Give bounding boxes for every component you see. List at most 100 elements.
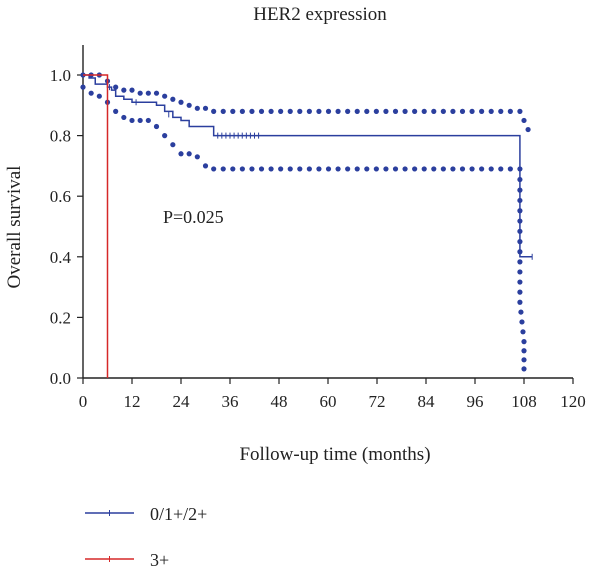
ci-dot xyxy=(383,108,389,114)
ci-dot xyxy=(129,87,135,93)
ci-dot xyxy=(498,108,504,114)
ci-dot xyxy=(258,166,265,172)
y-axis-label: Overall survival xyxy=(4,166,25,289)
ci-lower-band xyxy=(80,84,527,372)
ci-dot xyxy=(325,108,332,114)
x-tick-label: 12 xyxy=(124,392,141,411)
ci-dot xyxy=(392,166,399,172)
ci-dot xyxy=(306,108,312,114)
ci-dot xyxy=(520,329,526,335)
ci-dot xyxy=(450,108,456,114)
x-tick-label: 0 xyxy=(79,392,88,411)
x-tick-label: 48 xyxy=(271,392,288,411)
ci-dot xyxy=(518,309,524,315)
ci-dot xyxy=(178,99,184,105)
ci-dot xyxy=(121,87,127,93)
y-tick-label: 1.0 xyxy=(50,66,71,85)
ci-dot xyxy=(239,166,245,172)
ci-dot xyxy=(521,117,527,124)
legend-label: 0/1+/2+ xyxy=(150,504,207,524)
ci-dot xyxy=(137,117,143,124)
ci-dot xyxy=(364,166,370,172)
ci-dot xyxy=(459,108,466,114)
ci-dot xyxy=(145,117,151,124)
ci-dot xyxy=(137,90,143,96)
ci-dot xyxy=(521,366,527,372)
ci-dot xyxy=(412,166,418,172)
ci-dot xyxy=(268,166,274,172)
ci-dot xyxy=(335,166,341,172)
ci-dot xyxy=(249,108,255,114)
ci-dot xyxy=(488,108,494,114)
ci-dot xyxy=(521,357,527,363)
ci-dot xyxy=(402,108,408,114)
ci-dot xyxy=(297,108,303,114)
x-tick-label: 84 xyxy=(418,392,436,411)
ci-dot xyxy=(373,108,379,114)
axes: 0 12 24 36 48 60 72 84 96 108 120 0.0 0.2 0.4 0.6 0.8 1.… xyxy=(50,45,586,411)
ci-dot xyxy=(479,108,485,114)
ci-dot xyxy=(162,93,168,99)
ci-dot xyxy=(517,289,523,295)
ci-dot xyxy=(202,105,209,111)
survival-curves xyxy=(83,74,533,378)
ci-dot xyxy=(278,166,284,172)
ci-dot xyxy=(249,166,255,172)
ci-dot xyxy=(521,339,527,345)
ci-dot xyxy=(364,108,370,114)
confidence-bands xyxy=(80,72,531,372)
chart-title: HER2 expression xyxy=(253,4,387,25)
ci-dot xyxy=(525,126,531,133)
ci-dot xyxy=(113,108,119,114)
legend-label: 3+ xyxy=(150,550,169,570)
ci-dot xyxy=(469,166,475,172)
ci-dot xyxy=(479,166,485,172)
ci-dot xyxy=(186,102,192,108)
ci-dot xyxy=(517,279,523,285)
ci-dot xyxy=(96,93,102,99)
ci-dot xyxy=(194,105,200,111)
y-tick-label: 0.6 xyxy=(50,187,71,206)
ci-dot xyxy=(178,151,184,157)
ci-dot xyxy=(469,108,475,114)
ci-dot xyxy=(129,117,135,124)
ci-dot xyxy=(211,108,217,114)
x-tick-label: 120 xyxy=(560,392,586,411)
ci-dot xyxy=(440,166,446,172)
ci-dot xyxy=(287,108,293,114)
x-tick-label: 108 xyxy=(511,392,537,411)
ci-dot xyxy=(113,84,119,90)
ci-dot xyxy=(373,166,379,172)
ci-dot xyxy=(402,166,408,172)
ci-dot xyxy=(488,166,494,172)
ci-dot xyxy=(507,166,513,172)
ci-dot xyxy=(325,166,332,172)
ci-dot xyxy=(345,108,351,114)
ci-dot xyxy=(170,96,176,102)
ci-dot xyxy=(335,108,341,114)
y-tick-label: 0.0 xyxy=(50,369,71,388)
survival-curve-2 xyxy=(83,74,109,378)
ci-dot xyxy=(498,166,504,172)
ci-dot xyxy=(239,108,245,114)
ci-dot xyxy=(421,166,427,172)
ci-dot xyxy=(507,108,513,114)
ci-dot xyxy=(153,90,160,96)
ci-dot xyxy=(431,166,437,172)
ci-dot xyxy=(517,299,523,305)
ci-dot xyxy=(354,108,360,114)
ci-dot xyxy=(412,108,418,114)
y-tick-label: 0.4 xyxy=(50,248,72,267)
ci-dot xyxy=(230,166,236,172)
ci-dot xyxy=(440,108,446,114)
ci-dot xyxy=(459,166,466,172)
ci-dot xyxy=(258,108,265,114)
ci-dot xyxy=(345,166,351,172)
censor-marks xyxy=(109,84,533,260)
ci-dot xyxy=(383,166,389,172)
x-tick-label: 24 xyxy=(173,392,191,411)
ci-dot xyxy=(421,108,427,114)
ci-dot xyxy=(519,319,525,325)
ci-dot xyxy=(194,154,200,160)
ci-dot xyxy=(316,108,322,114)
